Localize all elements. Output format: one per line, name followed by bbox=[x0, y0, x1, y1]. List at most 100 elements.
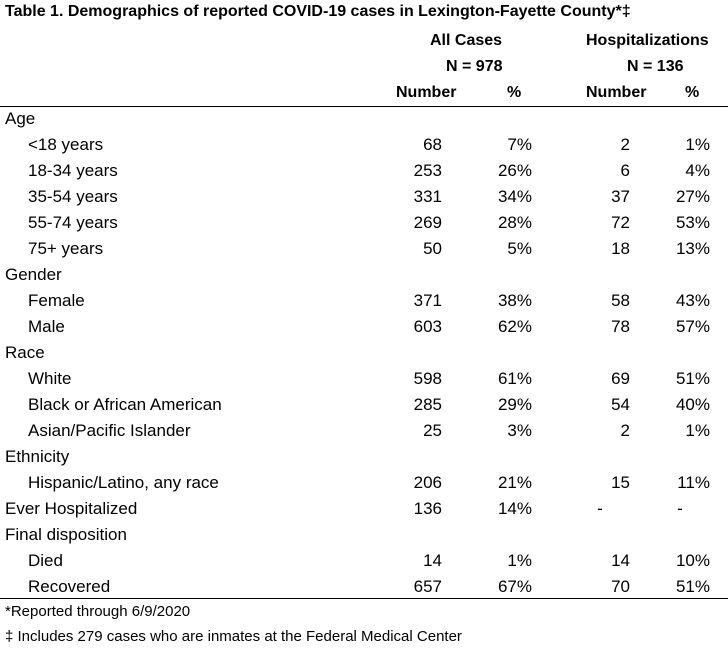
table-row: Male 603 62% 78 57% bbox=[0, 314, 728, 340]
cell-pct-all: 61% bbox=[497, 369, 532, 388]
table-row: 75+ years 50 5% 18 13% bbox=[0, 236, 728, 262]
table-row: Female 371 38% 58 43% bbox=[0, 288, 728, 314]
cell-pct-all: 1% bbox=[507, 551, 532, 570]
cell-pct-hosp: 13% bbox=[675, 239, 710, 258]
cell-number-hosp: 54 bbox=[611, 395, 630, 414]
header-all-n: N = 978 bbox=[446, 58, 503, 75]
table-row: 35-54 years 331 34% 37 27% bbox=[0, 184, 728, 210]
cell-pct-hosp: 57% bbox=[675, 317, 710, 336]
cell-pct-hosp: - bbox=[677, 499, 683, 518]
header-all-cases: All Cases bbox=[430, 32, 503, 49]
cell-pct-hosp: 10% bbox=[675, 551, 710, 570]
cell-pct-all: 34% bbox=[497, 187, 532, 206]
table-row: Died 14 1% 14 10% bbox=[0, 548, 728, 574]
cell-pct-hosp: 11% bbox=[677, 473, 710, 492]
cell-pct-all: 5% bbox=[507, 239, 532, 258]
row-label: 55-74 years bbox=[28, 213, 118, 232]
cell-number-hosp: 58 bbox=[611, 291, 630, 310]
row-label: Female bbox=[28, 291, 85, 310]
cell-pct-hosp: 1% bbox=[685, 135, 710, 154]
table-row: Black or African American 285 29% 54 40% bbox=[0, 392, 728, 418]
table-title: Table 1. Demographics of reported COVID-… bbox=[5, 3, 631, 20]
table-row: Final disposition bbox=[0, 522, 728, 548]
footnote-inmates: ‡ Includes 279 cases who are inmates at … bbox=[5, 628, 462, 645]
cell-pct-all: 67% bbox=[497, 577, 532, 596]
cell-pct-all: 14% bbox=[497, 499, 532, 518]
cell-pct-all: 38% bbox=[497, 291, 532, 310]
table-row: 55-74 years 269 28% 72 53% bbox=[0, 210, 728, 236]
cell-number-hosp: 78 bbox=[611, 317, 630, 336]
cell-number-hosp: 18 bbox=[611, 239, 630, 258]
row-label: Died bbox=[28, 551, 63, 570]
footer-rule bbox=[0, 598, 728, 599]
section-label: Ever Hospitalized bbox=[5, 499, 138, 518]
cell-number-hosp: 6 bbox=[620, 161, 630, 180]
table-row: Ethnicity bbox=[0, 444, 728, 470]
table-row: Hispanic/Latino, any race 206 21% 15 11% bbox=[0, 470, 728, 496]
row-label: Recovered bbox=[28, 577, 111, 596]
row-label: White bbox=[28, 369, 72, 388]
section-label: Gender bbox=[5, 265, 62, 284]
cell-number-hosp: 2 bbox=[620, 421, 630, 440]
header-hospitalizations: Hospitalizations bbox=[586, 32, 709, 49]
section-label: Age bbox=[5, 109, 36, 128]
cell-pct-hosp: 51% bbox=[675, 577, 710, 596]
row-label: 35-54 years bbox=[28, 187, 118, 206]
cell-number-hosp: - bbox=[597, 499, 603, 518]
cell-pct-all: 62% bbox=[497, 317, 532, 336]
cell-pct-all: 29% bbox=[497, 395, 532, 414]
row-label: 18-34 years bbox=[28, 161, 118, 180]
header-hosp-n: N = 136 bbox=[627, 58, 684, 75]
header-number-all: Number bbox=[396, 84, 457, 101]
cell-pct-hosp: 4% bbox=[685, 161, 710, 180]
cell-number-all: 331 bbox=[413, 187, 442, 206]
cell-pct-hosp: 27% bbox=[675, 187, 710, 206]
header-number-hosp: Number bbox=[586, 84, 647, 101]
table-row: 18-34 years 253 26% 6 4% bbox=[0, 158, 728, 184]
table-row: <18 years 68 7% 2 1% bbox=[0, 132, 728, 158]
cell-pct-hosp: 40% bbox=[675, 395, 710, 414]
row-label: Asian/Pacific Islander bbox=[28, 421, 191, 440]
header-rule bbox=[0, 106, 728, 107]
header-pct-all: % bbox=[507, 84, 522, 101]
cell-number-all: 136 bbox=[413, 499, 442, 518]
cell-number-all: 206 bbox=[413, 473, 442, 492]
cell-pct-hosp: 51% bbox=[675, 369, 710, 388]
cell-pct-hosp: 1% bbox=[685, 421, 710, 440]
cell-pct-all: 3% bbox=[507, 421, 532, 440]
cell-number-all: 50 bbox=[423, 239, 442, 258]
cell-number-all: 371 bbox=[413, 291, 442, 310]
cell-number-all: 603 bbox=[413, 317, 442, 336]
cell-number-hosp: 72 bbox=[611, 213, 630, 232]
cell-number-hosp: 70 bbox=[611, 577, 630, 596]
cell-pct-all: 26% bbox=[497, 161, 532, 180]
cell-number-hosp: 2 bbox=[620, 135, 630, 154]
table-row: Gender bbox=[0, 262, 728, 288]
table-row: White 598 61% 69 51% bbox=[0, 366, 728, 392]
cell-pct-all: 7% bbox=[507, 135, 532, 154]
section-label: Ethnicity bbox=[5, 447, 70, 466]
cell-number-all: 657 bbox=[413, 577, 442, 596]
row-label: 75+ years bbox=[28, 239, 104, 258]
cell-pct-hosp: 43% bbox=[675, 291, 710, 310]
cell-number-all: 285 bbox=[413, 395, 442, 414]
table-row: Asian/Pacific Islander 25 3% 2 1% bbox=[0, 418, 728, 444]
table-row: Race bbox=[0, 340, 728, 366]
cell-number-hosp: 69 bbox=[611, 369, 630, 388]
cell-number-all: 14 bbox=[423, 551, 442, 570]
footnote-reported: *Reported through 6/9/2020 bbox=[5, 603, 191, 620]
row-label: Hispanic/Latino, any race bbox=[28, 473, 219, 492]
cell-number-all: 253 bbox=[413, 161, 442, 180]
cell-pct-hosp: 53% bbox=[675, 213, 710, 232]
row-label: Male bbox=[28, 317, 65, 336]
section-label: Final disposition bbox=[5, 525, 127, 544]
cell-number-all: 25 bbox=[423, 421, 442, 440]
cell-number-hosp: 14 bbox=[611, 551, 630, 570]
cell-pct-all: 21% bbox=[497, 473, 532, 492]
cell-number-all: 269 bbox=[413, 213, 442, 232]
table-row: Ever Hospitalized 136 14% - - bbox=[0, 496, 728, 522]
cell-number-all: 598 bbox=[413, 369, 442, 388]
row-label: <18 years bbox=[28, 135, 104, 154]
table-row: Age bbox=[0, 106, 728, 132]
cell-number-hosp: 15 bbox=[611, 473, 630, 492]
